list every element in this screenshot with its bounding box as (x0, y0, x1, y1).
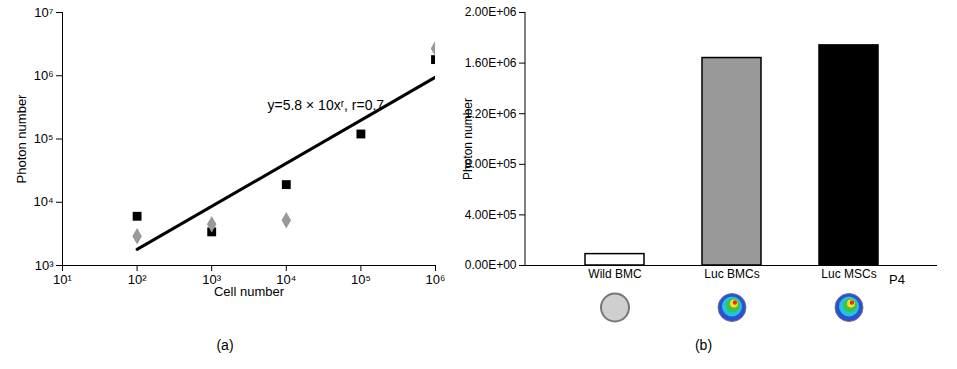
svg-text:10⁴: 10⁴ (33, 194, 53, 209)
svg-text:10⁶: 10⁶ (426, 272, 446, 287)
html-text:(a): (a) (216, 337, 234, 353)
svg-text:P4: P4 (889, 272, 905, 287)
svg-text:10⁵: 10⁵ (351, 272, 371, 287)
svg-text:Luc BMCs: Luc BMCs (704, 267, 759, 281)
svg-text:Cell number: Cell number (214, 284, 285, 299)
svg-text:10⁵: 10⁵ (34, 131, 54, 146)
svg-text:10³: 10³ (35, 258, 54, 273)
svg-text:Photon number: Photon number (461, 98, 475, 180)
svg-text:10¹: 10¹ (53, 272, 72, 287)
svg-text:10²: 10² (128, 272, 147, 287)
svg-text:10⁴: 10⁴ (276, 271, 297, 287)
svg-text:0.00E+00: 0.00E+00 (465, 258, 517, 272)
svg-text:1.60E+06: 1.60E+06 (465, 56, 517, 70)
svg-text:8.00E+05: 8.00E+05 (464, 157, 517, 172)
svg-text:10⁷: 10⁷ (34, 5, 53, 20)
svg-text:4.00E+05: 4.00E+05 (465, 208, 517, 222)
svg-text:Photon number: Photon number (14, 94, 29, 184)
html-text:(b): (b) (694, 337, 713, 353)
svg-text:10⁶: 10⁶ (34, 68, 54, 83)
svg-text:Luc MSCs: Luc MSCs (821, 267, 876, 281)
svg-text:2.00E+06: 2.00E+06 (465, 5, 517, 19)
svg-text:1.20E+06: 1.20E+06 (464, 106, 517, 121)
svg-text:10³: 10³ (202, 271, 222, 287)
svg-text:y=5.8 × 10xʳ, r=0.7: y=5.8 × 10xʳ, r=0.7 (268, 97, 385, 113)
svg-text:Wild BMC: Wild BMC (588, 267, 642, 281)
